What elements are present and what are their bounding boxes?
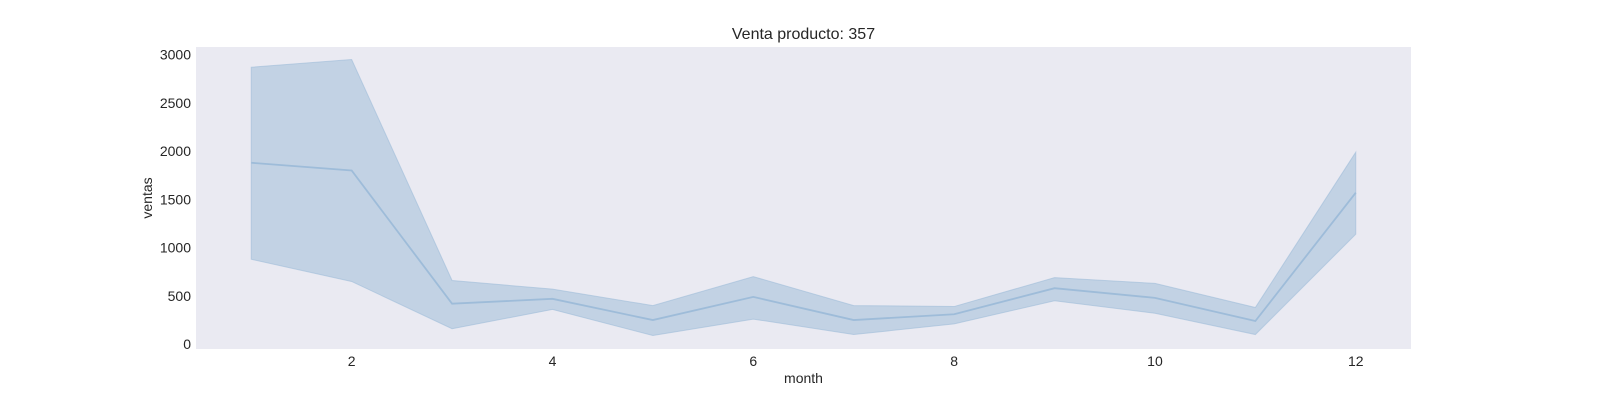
- y-tick-label: 1000: [160, 240, 191, 256]
- x-tick-label: 10: [1147, 353, 1163, 369]
- x-tick-label: 2: [348, 353, 356, 369]
- x-tick-label: 12: [1348, 353, 1364, 369]
- y-tick-label: 1500: [160, 191, 191, 207]
- y-tick-label: 0: [183, 336, 191, 352]
- chart-title: Venta producto: 357: [732, 26, 875, 43]
- x-tick-label: 8: [950, 353, 958, 369]
- x-axis-label: month: [784, 370, 823, 386]
- y-tick-label: 3000: [160, 47, 191, 63]
- confidence-band: [250, 59, 1357, 337]
- series-line: [251, 161, 1357, 323]
- y-tick-label: 500: [168, 288, 192, 304]
- y-axis-label: ventas: [139, 177, 155, 218]
- y-tick-label: 2500: [160, 95, 191, 111]
- x-tick-label: 4: [549, 353, 557, 369]
- y-tick-label: 2000: [160, 143, 191, 159]
- x-tick-label: 6: [749, 353, 757, 369]
